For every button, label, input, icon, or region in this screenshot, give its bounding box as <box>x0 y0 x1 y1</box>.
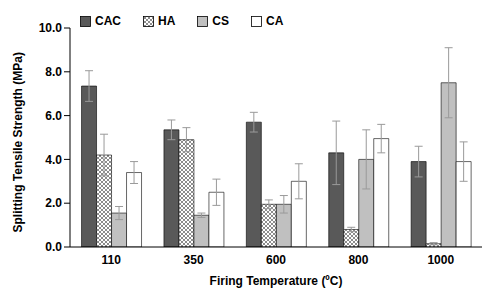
svg-text:1000: 1000 <box>427 253 454 267</box>
svg-text:600: 600 <box>266 253 286 267</box>
html-text:CS: CS <box>212 14 229 28</box>
html-text:CA: CA <box>266 14 284 28</box>
svg-text:2.0: 2.0 <box>45 196 62 210</box>
svg-text:110: 110 <box>102 253 122 267</box>
svg-text:Splitting Tensile Strength (MP: Splitting Tensile Strength (MPa) <box>11 52 25 232</box>
svg-text:0.0: 0.0 <box>45 240 62 254</box>
svg-text:6.0: 6.0 <box>45 109 62 123</box>
svg-text:350: 350 <box>184 253 204 267</box>
svg-text:8.0: 8.0 <box>45 65 62 79</box>
html-text:HA: HA <box>158 14 176 28</box>
svg-text:10.0: 10.0 <box>39 21 63 35</box>
svg-text:800: 800 <box>348 253 368 267</box>
html-text:CAC: CAC <box>95 14 121 28</box>
svg-text:Firing Temperature (ºC): Firing Temperature (ºC) <box>210 274 343 288</box>
svg-text:4.0: 4.0 <box>45 153 62 167</box>
